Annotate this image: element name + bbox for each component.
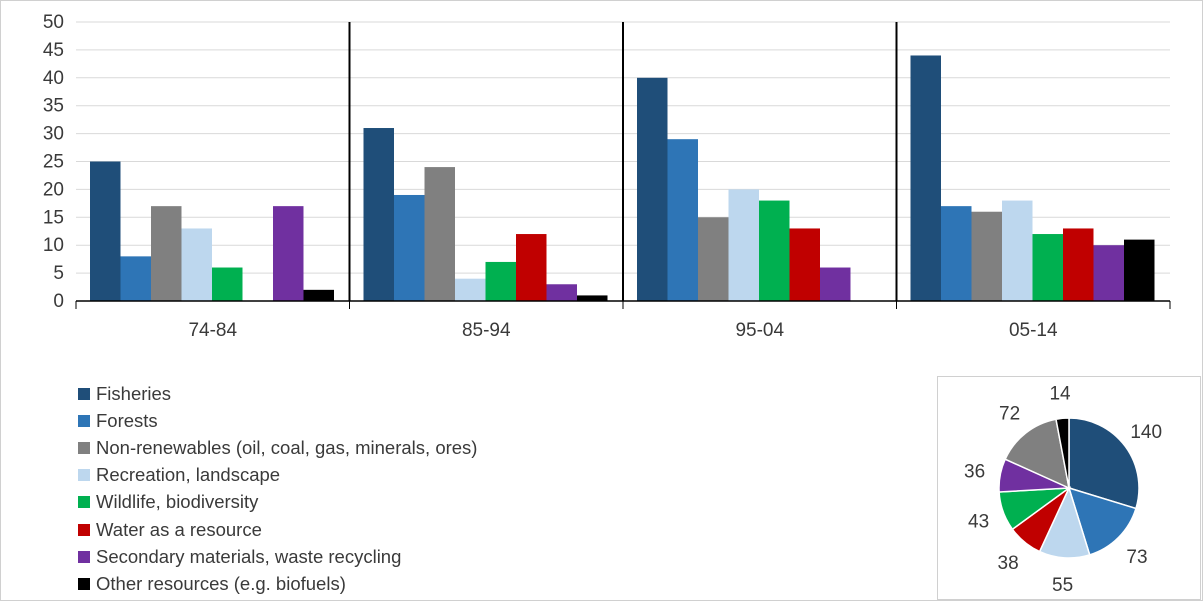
bar [728,189,759,301]
legend-label: Recreation, landscape [96,464,281,486]
y-tick-label: 40 [43,68,64,89]
legend-label: Secondary materials, waste recycling [96,545,402,567]
pie-slice-label: 14 [1049,383,1071,404]
x-category-label: 85-94 [462,320,511,341]
bar [698,217,729,301]
legend-item: Secondary materials, waste recycling [78,543,477,570]
bar [424,167,455,301]
legend-item: Other resources (e.g. biofuels) [78,570,477,597]
legend-swatch [78,387,90,400]
x-category-label: 74-84 [188,320,237,341]
y-tick-label: 5 [53,263,64,284]
legend-swatch [78,414,90,427]
bar-chart: 0 5 10 15 20 25 30 35 40 45 50 74-84 85-94 95-04 05-14 [43,12,1171,341]
y-tick-label: 25 [43,152,64,173]
legend-label: Water as a resource [96,518,262,540]
pie-slice-label: 38 [998,553,1019,574]
legend-label: Wildlife, biodiversity [96,491,259,513]
y-tick-label: 30 [43,124,64,145]
legend-item: Forests [78,407,477,434]
legend-swatch [78,523,90,536]
pie-slice [1068,417,1140,510]
bar [910,55,941,302]
y-tick-label: 15 [43,207,64,228]
bar [577,295,608,301]
pie-slice-label: 55 [1052,575,1073,596]
bar [971,211,1002,301]
legend-item: Non-renewables (oil, coal, gas, minerals… [78,434,477,461]
bar [1002,200,1033,301]
legend-item: Fisheries [78,380,477,407]
bar [759,200,790,301]
x-category-label: 05-14 [1009,320,1058,341]
bar [1093,245,1124,301]
legend-swatch [78,496,90,509]
bar [516,234,547,301]
bar [303,289,334,301]
bar [90,161,121,301]
bar [789,228,820,301]
legend: Fisheries Forests Non-renewables (oil, coa… [78,380,477,598]
bar [820,267,851,301]
legend-swatch [78,441,90,454]
bar [394,194,425,301]
bar [1032,234,1063,301]
bar [941,206,972,301]
pie-slice [1055,417,1070,489]
y-tick-label: 45 [43,40,64,61]
pie-chart-panel: 140 73 55 38 43 36 72 14 [937,376,1201,600]
pie-slice [1067,486,1137,556]
y-tick-label: 0 [53,291,64,312]
bar [181,228,212,301]
y-tick-label: 50 [43,12,64,33]
bar [1124,239,1155,301]
legend-item: Water as a resource [78,516,477,543]
y-tick-label: 10 [43,235,64,256]
legend-swatch [78,577,90,590]
legend-label: Other resources (e.g. biofuels) [96,572,346,594]
legend-label: Non-renewables (oil, coal, gas, minerals… [96,436,478,458]
pie-slice-label: 43 [968,511,989,532]
y-tick-label: 20 [43,179,64,200]
bar [546,284,577,301]
y-tick-label: 35 [43,96,64,117]
bar [1063,228,1094,301]
bar [120,256,151,301]
legend-item: Wildlife, biodiversity [78,489,477,516]
legend-label: Fisheries [96,382,172,404]
legend-swatch [78,550,90,563]
pie-slice [1004,418,1071,490]
bar [363,128,394,301]
bar [637,77,668,301]
bar [273,206,304,301]
pie-slice-label: 72 [999,404,1020,425]
pie-slice-label: 36 [964,461,985,482]
pie-slice-label: 73 [1126,547,1147,568]
legend-swatch [78,469,90,482]
bar [455,278,486,301]
legend-item: Recreation, landscape [78,462,477,489]
bar [212,267,243,301]
x-category-label: 95-04 [735,320,784,341]
legend-label: Forests [96,409,158,431]
pie-slice-label: 140 [1130,422,1162,443]
bar [485,261,516,301]
bar [151,206,182,301]
bar [667,139,698,301]
pie-chart: 140 73 55 38 43 36 72 14 [964,383,1162,596]
